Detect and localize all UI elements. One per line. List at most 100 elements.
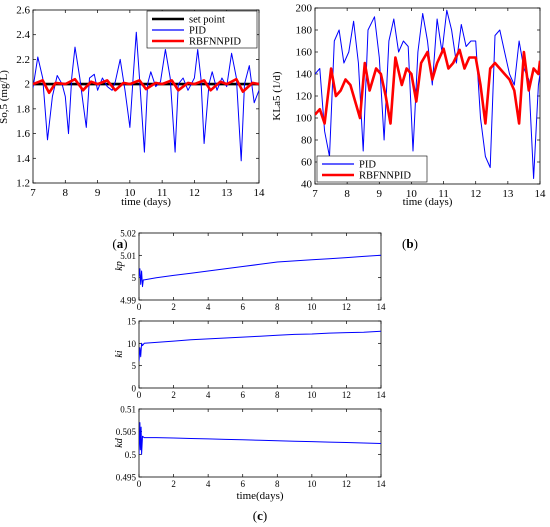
y-axis-label: kd	[114, 437, 125, 447]
y-tick-label: 140	[296, 69, 313, 81]
x-tick-label: 12	[342, 302, 351, 312]
panel-label-c: (c)	[253, 508, 267, 523]
y-tick-label: 1.2	[16, 178, 30, 190]
legend-label: PID	[359, 160, 376, 171]
y-tick-label: 1.4	[16, 153, 30, 165]
legend-label: PID	[189, 26, 206, 37]
y-axis-label: kp	[114, 261, 125, 270]
x-tick-label: 11	[438, 188, 449, 200]
y-tick-label: 0.51	[120, 405, 136, 415]
y-tick-label: 2.6	[16, 5, 30, 17]
x-tick-label: 7	[30, 187, 36, 199]
y-tick-label: 80	[301, 135, 313, 147]
x-tick-label: 13	[221, 187, 233, 199]
y-tick-label: 0.495	[116, 473, 137, 483]
x-tick-label: 14	[377, 390, 387, 400]
x-tick-label: 14	[377, 479, 387, 489]
y-tick-label: 0	[132, 384, 137, 394]
x-tick-label: 9	[95, 187, 101, 199]
series-line-value	[139, 254, 381, 288]
x-tick-label: 4	[206, 479, 211, 489]
y-tick-label: 1.8	[16, 103, 30, 115]
y-tick-label: 5.02	[120, 229, 136, 239]
x-tick-label: 12	[470, 188, 481, 200]
y-tick-label: 15	[127, 317, 137, 327]
series-line-value	[139, 422, 381, 455]
x-tick-label: 9	[377, 188, 383, 200]
y-tick-label: 4.99	[120, 296, 136, 306]
chart-c-ki: 0 2 4 6 8 10 12 14 0 5 10 15 ki	[114, 317, 386, 401]
series-line-rbfnnpid	[33, 77, 259, 95]
plot-frame	[138, 408, 382, 478]
x-tick-label: 0	[137, 390, 142, 400]
y-tick-label: 2.2	[16, 54, 30, 66]
x-tick-label: 8	[275, 479, 280, 489]
panel-label-b: (b)	[402, 236, 418, 251]
x-tick-label: 10	[124, 187, 136, 199]
y-tick-label: 10	[127, 339, 137, 349]
x-tick-label: 0	[137, 302, 142, 312]
x-tick-label: 7	[312, 188, 318, 200]
series-line-rbfnnpid	[315, 47, 540, 125]
y-tick-label: 5	[132, 361, 137, 371]
plot-frame	[138, 232, 382, 301]
y-tick-label: 0.505	[116, 427, 137, 437]
legend-label: RBFNNPID	[189, 37, 241, 48]
x-tick-label: 2	[171, 479, 176, 489]
y-axis-label: So,5 (mg/L)	[0, 70, 10, 124]
x-tick-label: 14	[254, 187, 266, 199]
x-tick-label: 12	[189, 187, 200, 199]
y-tick-label: 180	[296, 25, 313, 37]
x-tick-label: 12	[342, 390, 351, 400]
y-tick-label: 2.4	[16, 29, 30, 41]
y-tick-label: 5	[132, 273, 137, 283]
y-tick-label: 2	[25, 79, 31, 91]
y-tick-label: 0.5	[125, 450, 137, 460]
x-tick-label: 10	[406, 188, 418, 200]
y-tick-label: 40	[301, 179, 313, 191]
y-tick-label: 200	[296, 3, 313, 15]
x-tick-label: 6	[240, 302, 245, 312]
x-tick-label: 2	[171, 390, 176, 400]
x-axis-label: time(days)	[236, 490, 283, 502]
y-tick-label: 120	[296, 91, 313, 103]
legend-label: set point	[189, 15, 225, 26]
legend-label: RBFNNPID	[359, 171, 411, 182]
x-tick-label: 6	[240, 479, 245, 489]
y-axis-label: ki	[114, 350, 125, 357]
legend-box	[316, 155, 428, 183]
plot-frame	[138, 320, 382, 389]
x-axis-label: time (days)	[403, 196, 453, 208]
x-tick-label: 8	[275, 390, 280, 400]
x-tick-label: 2	[171, 302, 176, 312]
x-tick-label: 0	[137, 479, 142, 489]
x-tick-label: 11	[157, 187, 168, 199]
x-tick-label: 10	[307, 302, 317, 312]
x-tick-label: 4	[206, 302, 211, 312]
x-tick-label: 6	[240, 390, 245, 400]
chart-c-kd: 0 2 4 6 8 10 12 14 0.495 0.5 0.505 0.51 time(days) kd	[114, 405, 386, 503]
x-tick-label: 10	[307, 479, 317, 489]
y-axis-label: KLa5 (1/d)	[271, 71, 283, 121]
panel-label-a: (a)	[112, 236, 127, 251]
y-tick-label: 100	[296, 113, 313, 125]
chart-b-kla5: 7 8 9 10 11 12 13 14 40 60 80 100 120 140 160 180 200 tim…	[271, 3, 546, 209]
chart-c-kp: 0 2 4 6 8 10 12 14 4.99 5 5.01 5.02 kp	[114, 229, 386, 313]
x-tick-label: 8	[275, 302, 280, 312]
x-tick-label: 4	[206, 390, 211, 400]
y-tick-label: 160	[296, 47, 313, 59]
x-tick-label: 8	[63, 187, 69, 199]
x-tick-label: 10	[307, 390, 317, 400]
x-tick-label: 12	[342, 479, 351, 489]
x-tick-label: 14	[377, 302, 387, 312]
chart-a-dissolved-oxygen: 7 8 9 10 11 12 13 14 1.2 1.4 1.6 1.8 2 2.2 2.4 2.6 time …	[0, 5, 265, 209]
x-tick-label: 14	[535, 188, 547, 200]
y-tick-label: 5.01	[120, 251, 136, 261]
y-tick-label: 1.6	[16, 128, 30, 140]
series-line-value	[139, 330, 381, 362]
x-axis-label: time (days)	[121, 196, 171, 208]
x-tick-label: 13	[502, 188, 514, 200]
series-line-pid	[33, 31, 259, 162]
x-tick-label: 8	[344, 188, 350, 200]
